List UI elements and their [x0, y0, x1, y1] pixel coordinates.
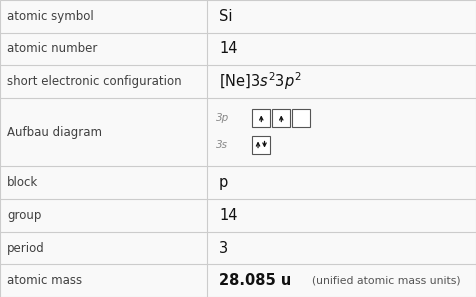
Text: 3: 3: [219, 241, 228, 255]
Text: 14: 14: [219, 42, 238, 56]
Text: p: p: [219, 175, 228, 190]
Bar: [252, 110, 270, 127]
Bar: [252, 135, 270, 154]
Bar: [272, 110, 290, 127]
Text: group: group: [7, 209, 41, 222]
Text: atomic symbol: atomic symbol: [7, 10, 94, 23]
Text: 3s: 3s: [216, 140, 228, 149]
Text: period: period: [7, 241, 45, 255]
Bar: [292, 110, 310, 127]
Text: 3p: 3p: [216, 113, 229, 124]
Text: (unified atomic mass units): (unified atomic mass units): [312, 276, 460, 286]
Text: block: block: [7, 176, 39, 189]
Text: atomic number: atomic number: [7, 42, 98, 56]
Text: $[\mathrm{Ne}]3s^23p^2$: $[\mathrm{Ne}]3s^23p^2$: [219, 71, 302, 92]
Text: Si: Si: [219, 9, 232, 24]
Text: 14: 14: [219, 208, 238, 223]
Text: Aufbau diagram: Aufbau diagram: [7, 126, 102, 139]
Text: 28.085 u: 28.085 u: [219, 273, 291, 288]
Text: short electronic configuration: short electronic configuration: [7, 75, 182, 88]
Text: atomic mass: atomic mass: [7, 274, 82, 287]
